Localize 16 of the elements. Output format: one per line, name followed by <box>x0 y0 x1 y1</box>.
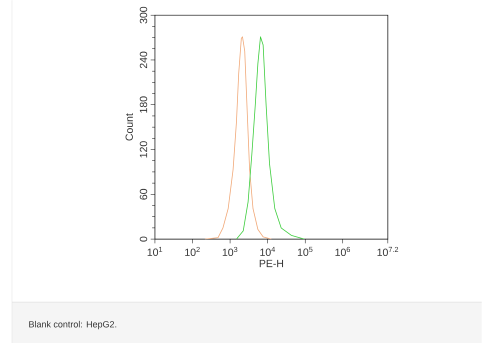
y-tick-label: 120 <box>140 141 148 158</box>
x-tick-label: 10$^{7.2}$ <box>377 246 398 256</box>
y-tick-label: 0 <box>140 236 148 242</box>
x-tick-label: 10$^{3}$ <box>222 246 238 256</box>
y-tick-label: 180 <box>140 96 148 113</box>
x-axis-title: PE-H <box>260 260 284 267</box>
y-tick-label: 60 <box>140 188 148 200</box>
x-tick-label: 10$^{1}$ <box>148 246 162 256</box>
x-tick-label: 10$^{6}$ <box>335 246 350 256</box>
y-tick-label: 240 <box>140 52 148 68</box>
x-tick-label: 10$^{2}$ <box>185 246 200 256</box>
x-tick-label: 10$^{4}$ <box>260 246 276 256</box>
y-axis-title: Count <box>126 113 133 140</box>
x-tick-label: 10$^{5}$ <box>298 246 312 256</box>
y-tick-label: 300 <box>140 6 148 24</box>
text: Blank control: HepG2. <box>29 320 116 330</box>
